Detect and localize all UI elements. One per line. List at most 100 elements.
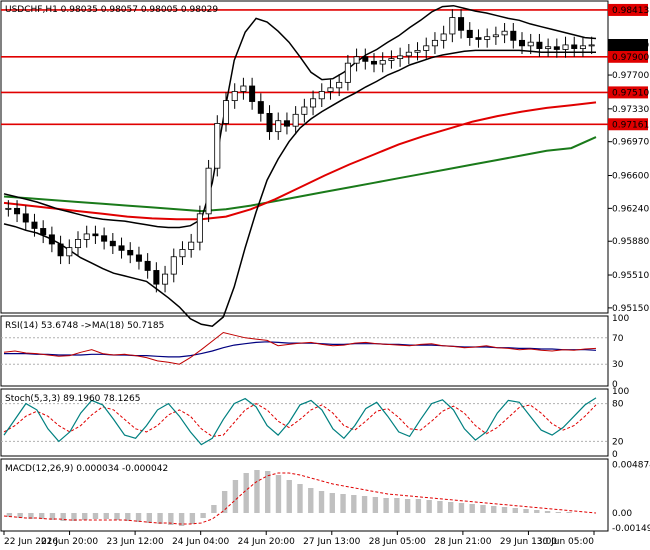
candle-body <box>336 81 343 89</box>
candle-body <box>214 123 221 169</box>
rsi-tick-label: 0 <box>612 380 618 390</box>
candle-body <box>571 44 578 49</box>
candle-body <box>118 245 125 251</box>
candle-body <box>48 234 55 245</box>
candle-body <box>588 44 595 47</box>
stoch-layer <box>1 397 608 446</box>
stoch-title: Stoch(5,3,3) 89.1960 78.1265 <box>5 394 140 404</box>
candle-body <box>188 241 195 250</box>
candle-body <box>353 56 360 64</box>
current-price-label: 0.98029 <box>612 41 649 51</box>
price-tick-label: 0.97330 <box>612 105 649 115</box>
candle-body <box>310 98 317 108</box>
macd-tick-label: 0.00 <box>612 509 632 519</box>
level-price-label: 0.97161 <box>612 120 649 130</box>
candle-body <box>527 41 534 47</box>
macd-title: MACD(12,26,9) 0.000034 -0.000042 <box>5 464 168 474</box>
rsi-tick-label: 100 <box>612 314 629 324</box>
candle-body <box>135 254 142 262</box>
candle-body <box>231 91 238 102</box>
stoch-signal-line <box>3 403 597 437</box>
candle-body <box>196 213 203 243</box>
stoch-main-line <box>3 397 597 446</box>
candle-body <box>449 17 456 35</box>
candle-body <box>266 112 273 133</box>
x-tick-label: 22 Jun 20:00 <box>41 537 98 547</box>
rsi-panel-frame <box>0 315 609 387</box>
candle-body <box>440 33 447 41</box>
candle-body <box>458 17 465 31</box>
macd-signal-line <box>3 472 597 525</box>
level-price-tag <box>608 3 648 16</box>
x-tick-label: 24 Jun 20:00 <box>238 537 295 547</box>
candle-body <box>318 91 325 100</box>
candle-body <box>205 167 212 215</box>
level-price-label: 0.98413 <box>612 6 649 16</box>
price-tick-label: 0.95510 <box>612 271 649 281</box>
candle-body <box>162 273 169 285</box>
price-tick-label: 0.95880 <box>612 237 649 247</box>
candle-body <box>327 87 334 92</box>
stoch-tick-label: 100 <box>612 387 629 397</box>
candle-body <box>388 58 395 61</box>
candle-body <box>510 30 517 41</box>
candle-body <box>170 256 177 275</box>
candle-body <box>101 235 108 242</box>
macd-panel-frame <box>0 458 609 532</box>
candle-body <box>414 49 421 53</box>
price-tick-label: 0.97700 <box>612 71 649 81</box>
candle-body <box>344 62 351 83</box>
candle-body <box>5 207 12 210</box>
candle-body <box>536 41 543 49</box>
candle-body <box>501 30 508 36</box>
candle-body <box>518 39 526 47</box>
x-tick-label: 30 Jun 05:00 <box>537 537 594 547</box>
candle-body <box>40 228 47 236</box>
candle-body <box>222 100 230 124</box>
candle-body <box>275 120 282 133</box>
level-price-label: 0.97900 <box>612 53 649 63</box>
bollinger-upper-line <box>3 4 597 229</box>
rsi-line <box>3 331 597 365</box>
x-tick-label: 28 Jun 21:00 <box>434 537 491 547</box>
price-tick-label: 0.95150 <box>612 304 649 314</box>
candle-body <box>153 270 160 285</box>
axis-layer: 0.95150 0.95510 0.95880 0.96240 0.96600 0.969… <box>3 3 650 547</box>
x-tick-label: 23 Jun 12:00 <box>107 537 164 547</box>
candle-body <box>31 221 38 229</box>
price-tick-label: 0.96600 <box>612 171 649 181</box>
candle-body <box>179 249 186 258</box>
stoch-tick-label: 20 <box>612 437 624 447</box>
x-tick-label: 27 Jun 13:00 <box>303 537 360 547</box>
x-tick-label: 22 Jun 2016 <box>4 537 58 547</box>
candle-body <box>144 260 151 271</box>
rsi-title: RSI(14) 53.6748 ->MA(18) 50.7185 <box>5 321 164 331</box>
candle-body <box>283 120 290 127</box>
rsi-tick-label: 30 <box>612 360 624 370</box>
candle-body <box>14 207 21 215</box>
candle-body <box>545 46 552 49</box>
level-price-tag <box>608 86 648 99</box>
candle-body <box>83 233 90 240</box>
candle-body <box>466 29 473 39</box>
x-tick-label: 28 Jun 05:00 <box>369 537 426 547</box>
price-layer <box>1 4 608 327</box>
candle-body <box>57 243 64 257</box>
price-tick-label: 0.96240 <box>612 204 649 214</box>
candle-body <box>553 46 560 50</box>
symbol-header: USDCHF,H1 0.98035 0.98057 0.98005 0.9802… <box>5 5 218 15</box>
candle-body <box>257 101 264 114</box>
price-tick-label: 0.96970 <box>612 138 649 148</box>
candle-body <box>423 45 430 51</box>
stoch-tick-label: 0 <box>612 450 618 460</box>
rsi-layer <box>1 331 608 365</box>
candle-body <box>109 240 116 247</box>
rsi-tick-label: 70 <box>612 334 624 344</box>
stoch-panel-frame <box>0 388 609 457</box>
candle-body <box>475 37 482 40</box>
candle-body <box>379 60 386 65</box>
macd-tick-label: 0.004874 <box>612 460 650 470</box>
candle-body <box>74 239 82 249</box>
candle-body <box>292 113 299 127</box>
